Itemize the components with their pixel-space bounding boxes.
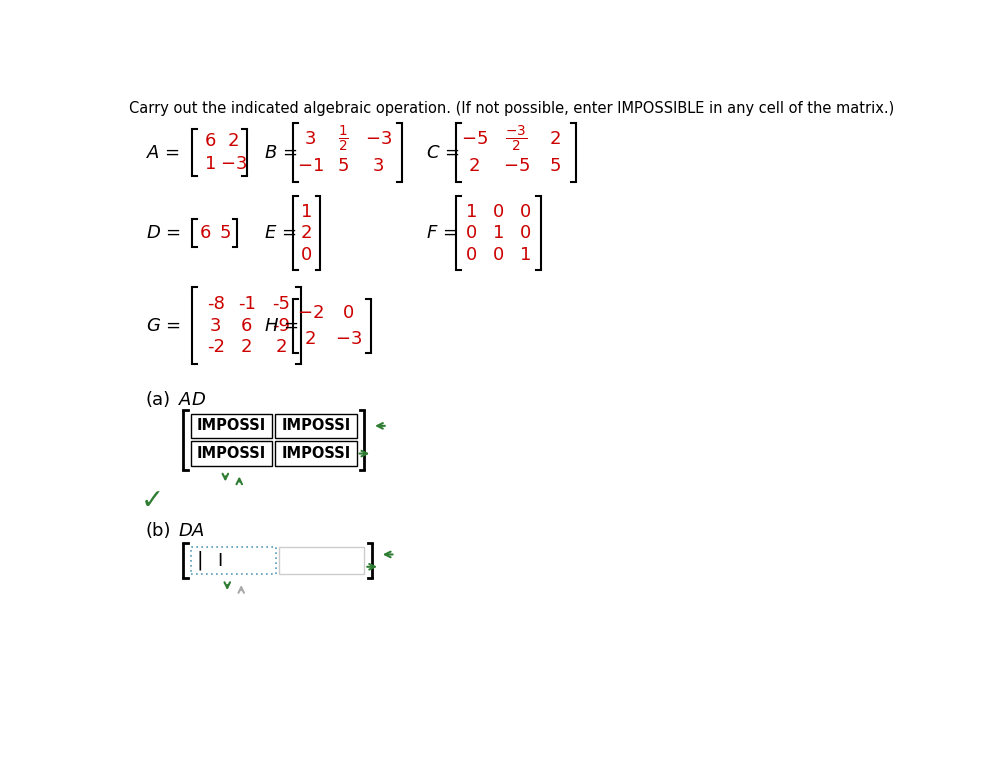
Text: $-2$: $-2$	[297, 303, 324, 322]
Text: 2: 2	[304, 330, 316, 348]
Text: 0: 0	[300, 246, 312, 264]
Bar	[191, 413, 272, 439]
Text: $A$ =: $A$ =	[146, 144, 181, 161]
Text: $-1$: $-1$	[297, 157, 324, 176]
Bar	[276, 442, 357, 466]
Text: 5: 5	[220, 225, 232, 242]
Text: $\frac{1}{2}$: $\frac{1}{2}$	[338, 124, 349, 154]
Text: IMPOSSI: IMPOSSI	[197, 419, 266, 433]
Text: $-3$: $-3$	[365, 130, 392, 147]
Text: -5: -5	[273, 295, 290, 313]
Text: 6: 6	[200, 225, 211, 242]
Text: -8: -8	[207, 295, 225, 313]
Text: 1: 1	[520, 246, 532, 264]
Text: I: I	[218, 552, 223, 570]
Text: 0: 0	[343, 303, 354, 322]
Text: $DA$: $DA$	[179, 522, 205, 540]
Text: $H$ =: $H$ =	[264, 317, 298, 335]
Text: 2: 2	[300, 225, 312, 242]
Text: -1: -1	[237, 295, 256, 313]
Text: $-5$: $-5$	[461, 130, 488, 147]
Text: ✓: ✓	[140, 487, 164, 516]
Text: -2: -2	[207, 338, 225, 356]
Text: -9: -9	[273, 317, 290, 335]
Bar	[191, 442, 272, 466]
Text: IMPOSSI: IMPOSSI	[197, 446, 266, 461]
Text: IMPOSSI: IMPOSSI	[282, 446, 350, 461]
Text: $-3$: $-3$	[336, 330, 362, 348]
Text: $F$ =: $F$ =	[427, 225, 458, 242]
Text: 3: 3	[304, 130, 316, 147]
Text: 5: 5	[549, 157, 561, 176]
Text: 0: 0	[466, 225, 477, 242]
Bar	[191, 547, 276, 575]
Text: $D$ =: $D$ =	[146, 225, 181, 242]
Text: $\frac{-3}{2}$: $\frac{-3}{2}$	[505, 124, 528, 154]
Text: 2: 2	[549, 130, 561, 147]
Text: $E$ =: $E$ =	[264, 225, 296, 242]
Text: |: |	[197, 551, 203, 571]
Text: 0: 0	[520, 225, 532, 242]
Text: IMPOSSI: IMPOSSI	[282, 419, 350, 433]
Text: 2: 2	[228, 132, 239, 150]
Bar	[280, 547, 364, 575]
Text: Carry out the indicated algebraic operation. (If not possible, enter IMPOSSIBLE : Carry out the indicated algebraic operat…	[129, 101, 894, 116]
Bar	[276, 413, 357, 439]
Text: 2: 2	[276, 338, 287, 356]
Text: $-3$: $-3$	[220, 155, 247, 173]
Text: 0: 0	[520, 202, 532, 221]
Text: 1: 1	[466, 202, 477, 221]
Text: (b): (b)	[146, 522, 172, 540]
Text: 5: 5	[337, 157, 349, 176]
Text: 1: 1	[300, 202, 312, 221]
Text: $B$ =: $B$ =	[264, 144, 297, 161]
Text: (a): (a)	[146, 391, 171, 410]
Text: $AD$: $AD$	[179, 391, 207, 410]
Text: 0: 0	[492, 202, 504, 221]
Text: 0: 0	[466, 246, 477, 264]
Text: 1: 1	[492, 225, 504, 242]
Text: 0: 0	[492, 246, 504, 264]
Text: 3: 3	[210, 317, 222, 335]
Text: 6: 6	[241, 317, 252, 335]
Text: 2: 2	[241, 338, 252, 356]
Text: 1: 1	[204, 155, 216, 173]
Text: 6: 6	[204, 132, 216, 150]
Text: $C$ =: $C$ =	[427, 144, 460, 161]
Text: $G$ =: $G$ =	[146, 317, 181, 335]
Text: 3: 3	[373, 157, 385, 176]
Text: 2: 2	[469, 157, 481, 176]
Text: $-5$: $-5$	[503, 157, 530, 176]
